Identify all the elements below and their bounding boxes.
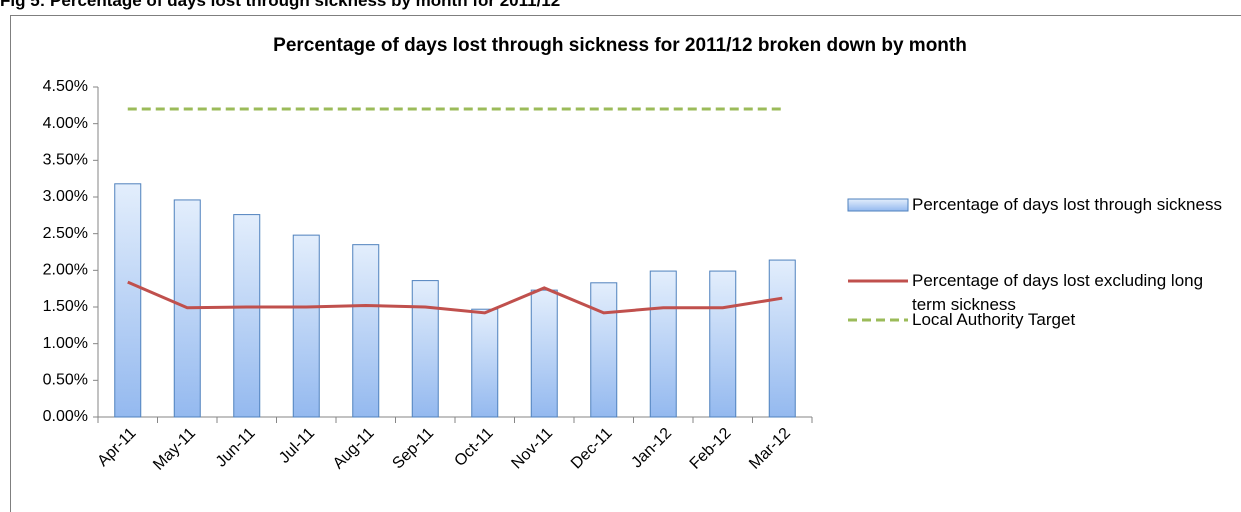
x-tick-label: Jul-11 (276, 425, 318, 467)
y-tick-label: 3.00% (43, 188, 88, 205)
y-tick-label: 4.00% (43, 115, 88, 132)
bar (768, 259, 796, 418)
x-tick-label: Oct-11 (451, 425, 496, 470)
figure-heading: Fig 5: Percentage of days lost through s… (0, 0, 561, 10)
x-tick-label: Mar-12 (746, 425, 794, 473)
line (127, 280, 783, 315)
chart-border (10, 15, 1241, 512)
bar (649, 270, 677, 418)
bar (471, 308, 499, 418)
y-tick-label: 2.50% (43, 225, 88, 242)
bar (233, 214, 261, 418)
x-tick-label: Sep-11 (389, 425, 437, 473)
bar (411, 280, 439, 418)
chart-title: Percentage of days lost through sickness… (273, 35, 967, 56)
x-tick-label: Jan-12 (628, 425, 675, 472)
x-tick-label: Dec-11 (568, 425, 616, 473)
bar (530, 289, 558, 418)
y-tick-label: 0.50% (43, 372, 88, 389)
legend-entry: Local Authority Target (912, 310, 1076, 329)
y-tick-label: 0.00% (43, 408, 88, 425)
x-tick-label: Apr-11 (94, 425, 139, 470)
y-tick-label: 3.50% (43, 152, 88, 169)
bar (114, 183, 142, 418)
y-tick-label: 1.00% (43, 335, 88, 352)
x-tick-label: May-11 (150, 425, 199, 474)
legend-entry: Percentage of days lost excluding long t… (912, 271, 1204, 314)
x-tick-label: Aug-11 (330, 425, 378, 473)
y-tick-label: 1.50% (43, 298, 88, 315)
legend-entry: Percentage of days lost through sickness (912, 195, 1222, 214)
x-tick-label: Jun-11 (213, 425, 259, 471)
bar (590, 282, 618, 418)
legend-swatch (847, 198, 909, 212)
x-tick-label: Feb-12 (687, 425, 735, 473)
bar (709, 270, 737, 418)
x-tick-label: Nov-11 (508, 425, 556, 473)
y-tick-label: 4.50% (43, 78, 88, 95)
bar (292, 234, 320, 418)
y-tick-label: 2.00% (43, 262, 88, 279)
bar (352, 244, 380, 418)
